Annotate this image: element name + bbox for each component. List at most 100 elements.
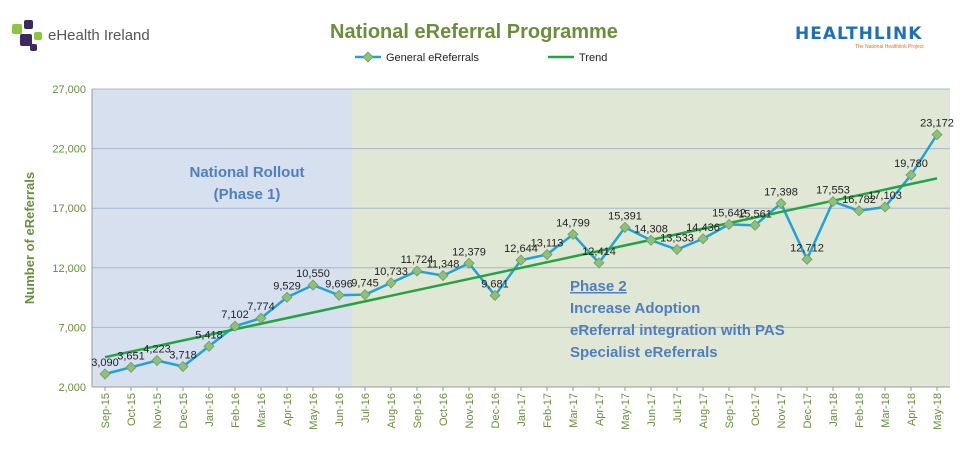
data-point: [827, 196, 839, 208]
x-tick-label: Sep-15: [100, 393, 112, 428]
data-label: 10,733: [374, 266, 408, 278]
data-point: [905, 169, 917, 181]
data-label: 17,553: [816, 185, 850, 197]
x-tick-label: Jan-17: [516, 393, 528, 427]
y-tick-label: 22,000: [52, 144, 86, 156]
x-tick-label: Jan-16: [204, 393, 216, 427]
y-tick-label: 12,000: [52, 263, 86, 275]
ehealth-ireland-logo: eHealth Ireland: [10, 18, 170, 54]
data-point: [801, 253, 813, 265]
data-point: [931, 129, 943, 141]
data-point: [593, 257, 605, 269]
y-tick-label: 2,000: [58, 382, 86, 394]
data-label: 3,090: [91, 357, 119, 369]
healthlink-tagline: The National Healthlink Project: [855, 44, 924, 50]
data-label: 11,724: [401, 254, 434, 266]
x-tick-label: Oct-15: [126, 393, 138, 426]
x-tick-label: Feb-17: [542, 393, 554, 428]
healthlink-logo: HEALTHLINK The National Healthlink Proje…: [795, 24, 955, 54]
data-label: 14,308: [634, 223, 668, 235]
healthlink-logo-text: HEALTHLINK: [795, 24, 923, 44]
data-point: [619, 221, 631, 233]
data-point: [541, 248, 553, 261]
data-point: [775, 197, 787, 210]
data-label: 15,561: [738, 208, 772, 220]
legend-series-marker: [362, 51, 374, 63]
legend-series-label: General eReferrals: [386, 52, 479, 64]
data-point: [515, 254, 527, 266]
x-tick-label: Nov-15: [152, 393, 164, 428]
data-point: [723, 218, 735, 230]
ehealth-logo-icon: [12, 20, 42, 51]
x-tick-label: Aug-17: [698, 393, 710, 428]
x-tick-label: Oct-16: [438, 393, 450, 426]
data-label: 17,398: [764, 186, 798, 198]
x-tick-label: Nov-16: [464, 393, 476, 428]
x-tick-label: Dec-17: [802, 393, 814, 428]
data-point: [697, 233, 709, 245]
data-label: 15,391: [608, 210, 642, 222]
x-tick-label: Nov-17: [776, 393, 788, 428]
data-label: 12,712: [790, 242, 824, 254]
data-label: 4,223: [143, 344, 171, 356]
data-label: 12,644: [504, 243, 538, 255]
x-tick-label: Dec-15: [178, 393, 190, 428]
x-tick-label: Apr-18: [906, 393, 918, 426]
data-label: 11,348: [427, 259, 460, 271]
data-label: 3,651: [117, 350, 145, 362]
x-tick-label: Mar-17: [568, 393, 580, 428]
data-label: 9,696: [325, 278, 353, 290]
y-tick-label: 17,000: [52, 203, 86, 215]
phase1-subtitle: (Phase 1): [214, 186, 281, 203]
x-tick-label: Feb-18: [854, 393, 866, 428]
x-tick-label: Oct-17: [750, 393, 762, 426]
data-label: 5,418: [195, 329, 223, 341]
data-point: [489, 289, 501, 302]
x-tick-label: Mar-16: [256, 393, 268, 428]
x-tick-label: Sep-16: [412, 393, 424, 428]
chart-title: National eReferral Programme: [330, 21, 618, 43]
data-point: [177, 360, 189, 373]
x-tick-label: Jul-17: [672, 393, 684, 423]
x-tick-label: May-16: [308, 393, 320, 430]
data-label: 3,718: [169, 350, 197, 362]
ehealth-logo-text: eHealth Ireland: [48, 27, 150, 44]
x-tick-label: Dec-16: [490, 393, 502, 428]
x-tick-label: May-18: [932, 393, 944, 430]
x-tick-label: Jul-16: [360, 393, 372, 423]
data-label: 13,113: [531, 238, 564, 250]
data-point: [645, 234, 657, 246]
data-label: 9,681: [481, 278, 509, 290]
data-point: [281, 291, 293, 303]
data-label: 9,745: [351, 278, 379, 290]
data-point: [125, 361, 137, 373]
data-point: [671, 243, 683, 256]
x-tick-label: Mar-18: [880, 393, 892, 428]
phase2-line: Increase Adoption: [570, 300, 700, 317]
data-label: 15,642: [712, 207, 746, 219]
trend-line: [104, 177, 938, 359]
data-label: 16,782: [842, 194, 876, 206]
y-axis-label: Number of eReferrals: [22, 172, 37, 304]
data-label: 13,533: [660, 233, 694, 245]
phase2-line: eReferral integration with PAS: [570, 322, 785, 339]
x-tick-label: Jun-17: [646, 393, 658, 427]
data-point: [411, 265, 423, 277]
data-label: 12,414: [582, 246, 616, 258]
data-label: 7,102: [221, 309, 249, 321]
phase1-title: National Rollout: [190, 164, 305, 181]
y-tick-label: 27,000: [52, 84, 86, 96]
x-tick-label: Jan-18: [828, 393, 840, 427]
data-label: 12,379: [452, 246, 486, 258]
data-point: [437, 270, 449, 282]
data-label: 14,799: [556, 217, 590, 229]
data-label: 9,529: [273, 280, 301, 292]
data-point: [463, 257, 475, 269]
data-label: 19,780: [894, 158, 928, 170]
data-point: [879, 201, 891, 213]
data-point: [333, 289, 345, 301]
x-tick-label: Feb-16: [230, 393, 242, 428]
x-tick-label: Jun-16: [334, 393, 346, 427]
x-tick-label: Sep-17: [724, 393, 736, 428]
